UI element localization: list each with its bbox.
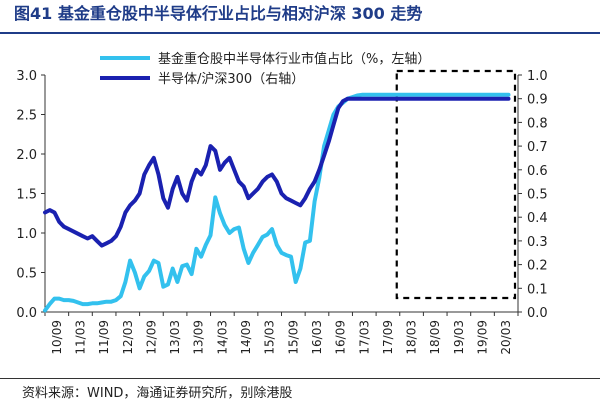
- right-tick-label: 0.6: [527, 164, 548, 179]
- x-tick-label: 16/03: [310, 320, 324, 355]
- right-tick-label: 0.4: [527, 211, 548, 226]
- series-line-semiconductor-relative: [43, 96, 511, 248]
- x-tick-label: 15/03: [263, 320, 277, 355]
- x-tick-label: 12/03: [121, 320, 135, 355]
- right-tick-label: 0.5: [527, 188, 548, 203]
- x-tick-label: 18/09: [428, 320, 442, 355]
- right-tick-label: 0.0: [527, 306, 548, 321]
- x-tick-label: 17/03: [357, 320, 371, 355]
- right-tick-label: 0.9: [527, 93, 548, 108]
- x-tick-label: 13/09: [192, 320, 206, 355]
- x-tick-label: 16/09: [334, 320, 348, 355]
- x-tick-label: 20/03: [499, 320, 513, 355]
- x-tick-label: 19/03: [452, 320, 466, 355]
- source-divider: [0, 378, 600, 379]
- right-tick-label: 0.8: [527, 116, 548, 131]
- legend-label: 基金重仓股中半导体行业市值占比（%，左轴）: [158, 51, 430, 67]
- x-tick-label: 10/09: [50, 320, 64, 355]
- left-tick-label: 0.5: [16, 267, 37, 282]
- title-divider: [0, 32, 600, 34]
- highlight-dashed-box: [395, 69, 517, 300]
- right-tick-label: 0.7: [527, 140, 548, 155]
- left-tick-label: 2.0: [16, 148, 37, 163]
- x-tick-label: 14/03: [215, 320, 229, 355]
- x-tick-label: 17/09: [381, 320, 395, 355]
- x-tick-label: 18/03: [405, 320, 419, 355]
- x-tick-label: 11/09: [97, 320, 111, 355]
- x-tick-label: 11/03: [73, 320, 87, 355]
- left-tick-label: 0.0: [16, 306, 37, 321]
- chart-title: 图41 基金重仓股中半导体行业占比与相对沪深 300 走势: [14, 4, 423, 23]
- left-tick-label: 1.5: [16, 188, 37, 203]
- right-tick-label: 1.0: [527, 69, 548, 84]
- x-tick-label: 13/03: [168, 320, 182, 355]
- left-tick-label: 1.0: [16, 227, 37, 242]
- right-tick-label: 0.2: [527, 259, 548, 274]
- right-tick-label: 0.1: [527, 282, 548, 297]
- left-tick-label: 2.5: [16, 109, 37, 124]
- source-note: 资料来源：WIND，海通证券研究所，别除港股: [22, 386, 293, 401]
- series-line-semiconductor-share: [43, 92, 511, 313]
- chart-canvas: 0.0 0.5 1.0 1.5 2.0 2.5 3.0 0.0 0.1 0.2 0.3 0.4 0.5 0…: [16, 51, 548, 355]
- right-tick-label: 0.3: [527, 235, 548, 250]
- left-tick-label: 3.0: [16, 69, 37, 84]
- x-tick-label: 12/09: [144, 320, 158, 355]
- x-tick-label: 15/09: [286, 320, 300, 355]
- x-tick-label: 14/09: [239, 320, 253, 355]
- x-tick-label: 19/09: [476, 320, 490, 355]
- legend-label: 半导体/沪深300（右轴）: [158, 71, 304, 87]
